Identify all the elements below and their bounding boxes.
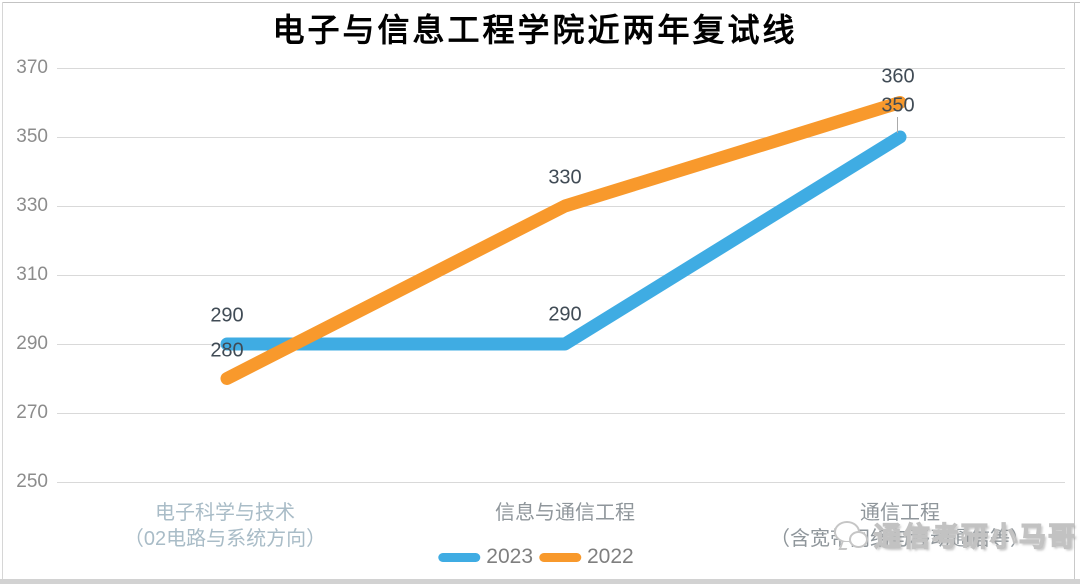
legend-item-2023: 2023 <box>438 544 533 570</box>
y-tick-label-290: 290 <box>16 333 48 354</box>
x-axis-label-category-2: 信息与通信工程 <box>395 500 735 526</box>
y-tick-label-370: 370 <box>16 57 48 78</box>
series-line-2022 <box>220 96 907 385</box>
top-border <box>3 2 1080 3</box>
x-label-line: 信息与通信工程 <box>495 502 635 524</box>
y-tick-label-330: 330 <box>16 195 48 216</box>
wechat-bubble-tail <box>838 541 850 550</box>
gridline-350 <box>57 137 1065 138</box>
gridline-270 <box>57 413 1065 414</box>
x-label-line: 电子科学与技术 <box>155 502 295 524</box>
wechat-icon <box>834 518 870 552</box>
wechat-bubble-small <box>849 530 868 548</box>
gridline-370 <box>57 68 1065 69</box>
gridline-250 <box>57 482 1065 483</box>
y-tick-label-270: 270 <box>16 402 48 423</box>
data-label-2022-cat1: 280 <box>210 339 244 362</box>
x-axis-label-category-1: 电子科学与技术 （02电路与系统方向） <box>55 500 395 552</box>
legend-label-2023: 2023 <box>486 545 533 568</box>
data-label-leader-line <box>897 117 898 133</box>
data-label-2022-cat3: 360 <box>881 65 915 88</box>
gridline-310 <box>57 275 1065 276</box>
legend-label-2022: 2022 <box>587 545 634 568</box>
data-label-2023-cat2: 290 <box>548 303 582 326</box>
watermark: 通信考研小马哥 <box>834 515 1077 554</box>
legend-item-2022: 2022 <box>539 544 634 570</box>
left-border <box>2 2 3 581</box>
y-tick-label-350: 350 <box>16 126 48 147</box>
x-label-line: （02电路与系统方向） <box>123 528 327 550</box>
legend: 2023 2022 <box>438 544 634 570</box>
chart-title: 电子与信息工程学院近两年复试线 <box>272 12 798 48</box>
legend-swatch-2022 <box>539 552 581 562</box>
data-label-2022-cat2: 330 <box>548 166 582 189</box>
series-line-2023 <box>220 130 907 351</box>
data-label-2023-cat3: 350 <box>881 94 915 117</box>
watermark-text: 通信考研小马哥 <box>873 521 1077 552</box>
series-lines <box>220 96 907 385</box>
right-border <box>1074 2 1075 581</box>
data-label-2023-cat1: 290 <box>210 304 244 327</box>
legend-swatch-2023 <box>438 552 481 562</box>
bottom-scrollbar[interactable] <box>0 579 1080 584</box>
x-label-line: 通信工程 <box>860 502 940 524</box>
y-tick-label-310: 310 <box>16 264 48 285</box>
y-tick-label-250: 250 <box>16 471 48 492</box>
